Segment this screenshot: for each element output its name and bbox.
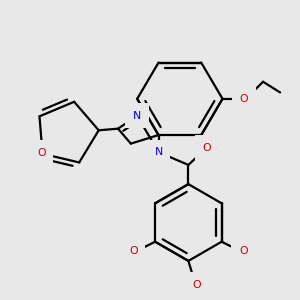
Text: O: O <box>239 247 248 256</box>
Text: O: O <box>129 247 138 256</box>
Text: N: N <box>133 111 141 121</box>
Text: O: O <box>37 148 46 158</box>
Text: O: O <box>202 143 211 153</box>
Text: O: O <box>239 94 248 104</box>
Text: N: N <box>154 147 163 157</box>
Text: O: O <box>192 280 201 290</box>
